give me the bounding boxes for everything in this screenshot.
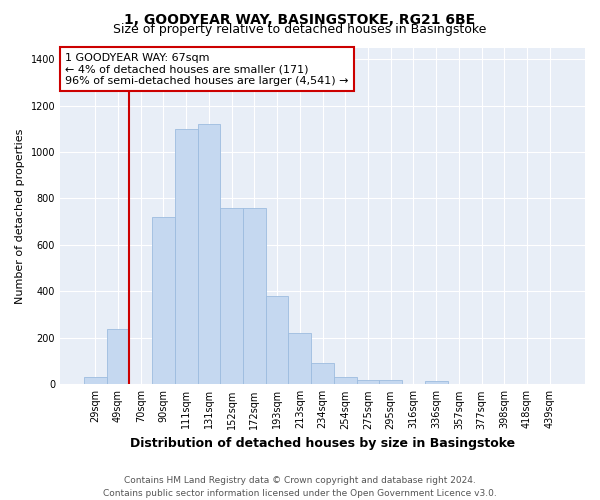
- Bar: [266, 296, 289, 384]
- Bar: [356, 380, 379, 384]
- Bar: [289, 333, 311, 384]
- Bar: [379, 380, 402, 384]
- Text: 1, GOODYEAR WAY, BASINGSTOKE, RG21 6BE: 1, GOODYEAR WAY, BASINGSTOKE, RG21 6BE: [124, 12, 476, 26]
- Bar: [311, 364, 334, 384]
- Bar: [107, 328, 130, 384]
- Bar: [334, 378, 356, 384]
- Bar: [152, 217, 175, 384]
- Text: 1 GOODYEAR WAY: 67sqm
← 4% of detached houses are smaller (171)
96% of semi-deta: 1 GOODYEAR WAY: 67sqm ← 4% of detached h…: [65, 52, 349, 86]
- X-axis label: Distribution of detached houses by size in Basingstoke: Distribution of detached houses by size …: [130, 437, 515, 450]
- Bar: [220, 208, 243, 384]
- Bar: [197, 124, 220, 384]
- Y-axis label: Number of detached properties: Number of detached properties: [15, 128, 25, 304]
- Text: Size of property relative to detached houses in Basingstoke: Size of property relative to detached ho…: [113, 22, 487, 36]
- Bar: [84, 378, 107, 384]
- Text: Contains HM Land Registry data © Crown copyright and database right 2024.
Contai: Contains HM Land Registry data © Crown c…: [103, 476, 497, 498]
- Bar: [425, 381, 448, 384]
- Bar: [175, 129, 197, 384]
- Bar: [243, 208, 266, 384]
